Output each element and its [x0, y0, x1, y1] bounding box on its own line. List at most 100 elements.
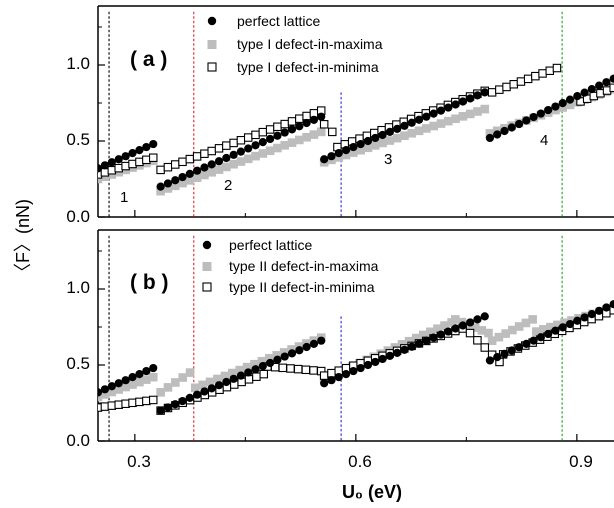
data-point-defect-in-maxima [100, 390, 110, 399]
data-point-perfect-lattice [320, 155, 329, 164]
data-point-perfect-lattice [514, 119, 524, 129]
data-point-defect-in-maxima [220, 371, 230, 381]
region-label-2: 2 [224, 177, 232, 194]
data-point-perfect-lattice [214, 381, 224, 390]
data-point-defect-in-minima [149, 153, 158, 162]
data-point-defect-in-minima [121, 399, 130, 409]
data-point-defect-in-minima [163, 162, 173, 172]
data-point-defect-in-maxima [440, 321, 449, 330]
region-label-1: 1 [120, 189, 128, 206]
data-point-defect-in-minima [149, 395, 158, 405]
data-point-defect-in-maxima [356, 145, 365, 155]
data-point-perfect-lattice [385, 127, 394, 136]
data-point-defect-in-maxima [560, 318, 569, 328]
data-point-defect-in-maxima [363, 143, 373, 153]
data-point-defect-in-maxima [280, 141, 290, 150]
data-point-perfect-lattice [280, 352, 289, 361]
data-point-perfect-lattice [493, 353, 502, 362]
data-point-perfect-lattice [193, 166, 202, 175]
data-point-perfect-lattice [334, 149, 343, 158]
data-point-perfect-lattice [378, 354, 387, 364]
data-point-defect-in-minima [495, 85, 504, 94]
x-axis-title: U₀ (eV) [342, 482, 402, 502]
data-point-perfect-lattice [514, 343, 524, 352]
data-point-perfect-lattice [229, 374, 238, 383]
data-point-perfect-lattice [385, 351, 394, 360]
data-point-perfect-lattice [100, 385, 110, 394]
data-point-defect-in-minima [259, 369, 269, 379]
data-point-perfect-lattice [100, 161, 110, 170]
data-point-perfect-lattice [436, 106, 446, 115]
data-point-perfect-lattice [107, 382, 116, 391]
data-point-defect-in-minima [487, 88, 497, 97]
data-point-perfect-lattice [142, 142, 151, 152]
data-point-defect-in-maxima [470, 323, 480, 332]
data-point-defect-in-minima [309, 366, 318, 375]
data-point-perfect-lattice [473, 91, 482, 100]
data-point-perfect-lattice [200, 387, 209, 396]
data-point-defect-in-maxima [242, 362, 252, 372]
data-point-defect-in-minima [516, 77, 526, 86]
data-point-perfect-lattice [580, 313, 589, 322]
legend-a-label-perfect: perfect lattice [237, 13, 320, 29]
data-point-perfect-lattice [149, 363, 158, 373]
data-point-perfect-lattice [500, 126, 509, 136]
data-point-defect-in-maxima [214, 165, 224, 174]
data-point-defect-in-maxima [229, 159, 238, 169]
data-point-defect-in-minima [100, 402, 110, 411]
data-point-defect-in-maxima [443, 116, 453, 126]
data-point-perfect-lattice [114, 155, 123, 164]
data-point-defect-in-minima [192, 152, 202, 161]
data-point-perfect-lattice [363, 360, 373, 370]
data-point-perfect-lattice [522, 116, 531, 125]
data-point-perfect-lattice [280, 128, 289, 137]
data-point-defect-in-maxima [411, 333, 421, 343]
data-point-perfect-lattice [558, 323, 567, 332]
legend-a-label-minima: type I defect-in-minima [237, 59, 379, 75]
data-point-defect-in-minima [222, 141, 231, 150]
data-point-perfect-lattice [451, 100, 460, 109]
data-point-perfect-lattice [522, 339, 531, 348]
data-point-defect-in-maxima [429, 121, 438, 131]
data-point-perfect-lattice [565, 95, 575, 104]
data-point-perfect-lattice [609, 300, 614, 309]
data-point-defect-in-maxima [422, 124, 431, 133]
data-point-defect-in-maxima [163, 184, 173, 193]
panel-b-label: ( b ) [130, 271, 168, 294]
data-point-perfect-lattice [429, 109, 438, 118]
data-point-perfect-lattice [480, 88, 489, 97]
data-point-defect-in-minima [319, 120, 329, 129]
data-point-perfect-lattice [458, 321, 467, 330]
legend-a-marker-perfect [207, 16, 217, 26]
data-point-defect-in-maxima [418, 330, 428, 340]
data-point-defect-in-maxima [302, 132, 311, 142]
panel-b: 0.0 0.5 1.0 ( b ) perfect lattice type I… [66, 229, 614, 450]
data-point-perfect-lattice [466, 318, 475, 327]
data-point-perfect-lattice [587, 85, 596, 94]
data-point-defect-in-minima [156, 165, 165, 175]
data-point-defect-in-maxima [213, 374, 222, 384]
data-point-defect-in-maxima [565, 100, 575, 110]
data-point-perfect-lattice [480, 312, 489, 321]
data-point-perfect-lattice [500, 349, 509, 358]
xtick-label-0.3: 0.3 [127, 452, 151, 471]
data-point-perfect-lattice [551, 102, 560, 111]
data-point-perfect-lattice [407, 342, 416, 351]
data-point-defect-in-minima [523, 74, 533, 84]
data-point-defect-in-minima [128, 159, 137, 169]
data-point-defect-in-minima [207, 146, 216, 156]
data-point-defect-in-minima [244, 375, 254, 384]
data-point-perfect-lattice [207, 384, 216, 393]
data-point-defect-in-maxima [170, 181, 180, 191]
data-point-defect-in-minima [121, 161, 130, 171]
data-point-perfect-lattice [544, 105, 553, 115]
data-point-perfect-lattice [485, 356, 495, 365]
data-point-defect-in-maxima [185, 368, 195, 377]
data-point-defect-in-maxima [227, 368, 237, 378]
data-point-perfect-lattice [349, 366, 358, 376]
data-point-defect-in-minima [142, 396, 151, 406]
data-point-perfect-lattice [444, 103, 453, 112]
data-point-perfect-lattice [602, 303, 611, 312]
panel-a-label: ( a ) [130, 48, 167, 71]
data-point-defect-in-minima [128, 398, 137, 408]
